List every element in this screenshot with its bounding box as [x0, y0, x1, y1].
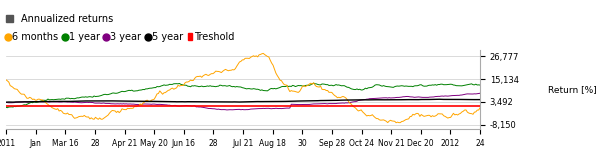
Legend: 6 months, 1 year, 3 year, 5 year, Treshold: 6 months, 1 year, 3 year, 5 year, Tresho…	[6, 32, 234, 42]
Y-axis label: Return [%]: Return [%]	[548, 85, 596, 94]
